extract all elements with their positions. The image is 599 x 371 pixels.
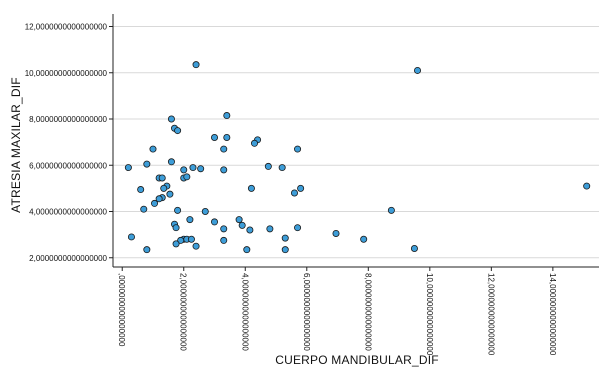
- data-point-40: [583, 182, 591, 190]
- data-point-38: [201, 207, 209, 215]
- y-axis-title: ATRESIA MAXILAR_DIF: [9, 77, 23, 213]
- data-point-5: [174, 127, 182, 135]
- data-point-30: [297, 184, 305, 192]
- data-point-10: [149, 145, 157, 153]
- data-point-0: [192, 61, 200, 69]
- data-point-59: [360, 235, 368, 243]
- data-point-28: [137, 186, 145, 194]
- data-point-17: [197, 165, 205, 173]
- data-point-16: [189, 164, 197, 172]
- data-point-9: [250, 139, 258, 147]
- data-point-21: [180, 166, 188, 174]
- data-point-60: [172, 240, 180, 248]
- x-tick-label-2: 4,0000000000000000: [240, 273, 249, 351]
- data-point-56: [177, 236, 185, 244]
- data-point-36: [140, 205, 148, 213]
- data-point-19: [278, 164, 286, 172]
- y-tick-label-0: 2,0000000000000000: [29, 254, 107, 263]
- data-point-2: [223, 112, 231, 120]
- data-point-64: [281, 246, 289, 254]
- data-point-25: [158, 174, 166, 182]
- data-point-45: [238, 221, 246, 229]
- data-point-58: [281, 234, 289, 242]
- x-axis-title: CUERPO MANDIBULAR_DIF: [275, 353, 439, 367]
- data-point-3: [167, 115, 175, 123]
- data-point-13: [167, 158, 175, 166]
- x-tick-label-7: 14,0000000000000000: [548, 273, 557, 356]
- data-point-35: [151, 199, 159, 207]
- data-point-46: [172, 224, 180, 232]
- data-point-47: [220, 225, 228, 233]
- data-point-12: [294, 145, 302, 153]
- data-point-62: [143, 246, 151, 254]
- data-point-37: [174, 206, 182, 214]
- data-point-32: [166, 190, 174, 198]
- x-tick-label-3: 6,0000000000000000: [302, 273, 311, 351]
- x-tick-label-0: ,0000000000000000: [117, 273, 126, 347]
- data-point-1: [414, 66, 422, 74]
- y-tick-label-1: 4,0000000000000000: [29, 208, 107, 217]
- y-gridlines: [113, 26, 599, 259]
- data-point-27: [160, 184, 168, 192]
- data-points: [124, 61, 591, 254]
- data-point-29: [247, 184, 255, 192]
- y-tick-label-3: 8,0000000000000000: [29, 115, 107, 124]
- data-point-31: [290, 189, 298, 197]
- data-point-20: [220, 166, 228, 174]
- x-tick-label-4: 8,0000000000000000: [363, 273, 372, 351]
- y-tick-label-4: 10,0000000000000000: [25, 69, 108, 78]
- data-point-11: [220, 145, 228, 153]
- data-point-50: [294, 224, 302, 232]
- data-point-15: [124, 164, 132, 172]
- data-point-65: [410, 244, 418, 252]
- data-point-52: [127, 233, 135, 241]
- x-tick-labels: ,0000000000000000 2,0000000000000000 4,000…: [117, 273, 557, 356]
- data-point-6: [211, 133, 219, 141]
- data-point-43: [211, 218, 219, 226]
- data-point-48: [246, 226, 254, 234]
- data-point-44: [235, 216, 243, 224]
- data-point-49: [266, 225, 274, 233]
- x-tick-label-6: 12,0000000000000000: [486, 273, 495, 356]
- x-tick-label-1: 2,0000000000000000: [179, 273, 188, 351]
- data-point-61: [192, 242, 200, 250]
- y-tick-labels: 2,0000000000000000 4,0000000000000000 6,00…: [25, 23, 108, 263]
- data-point-14: [143, 160, 151, 168]
- data-point-57: [220, 236, 228, 244]
- y-tick-label-5: 12,0000000000000000: [25, 23, 108, 32]
- data-point-39: [387, 206, 395, 214]
- data-point-55: [187, 235, 195, 243]
- x-tick-label-5: 10,0000000000000000: [425, 273, 434, 356]
- data-point-7: [223, 133, 231, 141]
- data-point-63: [243, 246, 251, 254]
- data-point-42: [186, 216, 194, 224]
- data-point-34: [155, 195, 163, 203]
- data-point-18: [264, 162, 272, 170]
- axes: [109, 14, 599, 271]
- data-point-51: [332, 229, 340, 237]
- data-point-23: [183, 173, 191, 181]
- y-tick-label-2: 6,0000000000000000: [29, 161, 107, 170]
